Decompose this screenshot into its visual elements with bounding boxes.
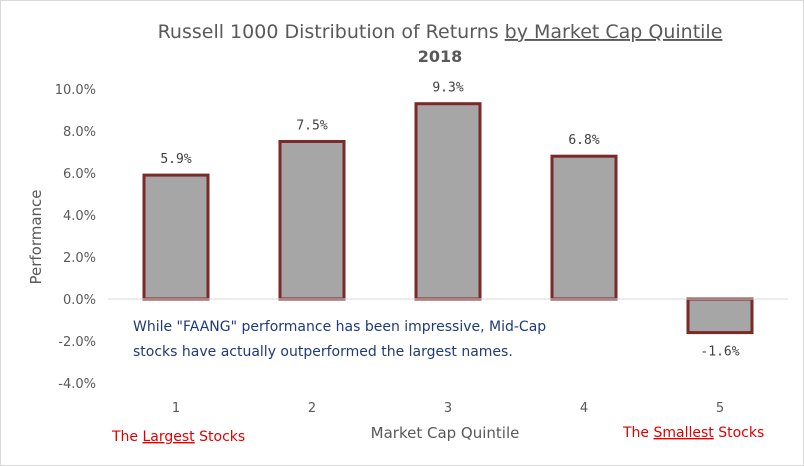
- y-tick-label: 10.0%: [55, 83, 96, 98]
- bar-value-label: 9.3%: [432, 81, 463, 96]
- y-tick-label: 0.0%: [63, 293, 96, 308]
- bar: [414, 102, 482, 301]
- smallest-note-emphasis: Smallest: [654, 425, 715, 441]
- x-axis-title: Market Cap Quintile: [371, 424, 520, 442]
- y-tick-label: 8.0%: [63, 125, 96, 140]
- bar-value-label: -1.6%: [700, 345, 739, 360]
- data-labels: 5.9% 7.5% 9.3% 6.8% -1.6%: [160, 81, 739, 360]
- x-tick-label: 1: [172, 401, 180, 416]
- x-tick-label: 2: [308, 401, 316, 416]
- y-axis-ticks: 10.0% 8.0% 6.0% 4.0% 2.0% 0.0% -2.0% -4.0%: [55, 83, 96, 392]
- largest-note-part: The: [111, 429, 143, 445]
- largest-note-emphasis: Largest: [143, 429, 196, 445]
- bar: [686, 297, 754, 335]
- bar-value-label: 7.5%: [296, 119, 327, 134]
- smallest-note-part: The: [622, 425, 654, 441]
- bar-value-label: 5.9%: [160, 152, 191, 167]
- chart-title: Russell 1000 Distribution of Returns by …: [158, 21, 723, 43]
- bar: [550, 154, 618, 301]
- x-tick-label: 4: [580, 401, 588, 416]
- bar: [278, 140, 346, 301]
- y-tick-label: 2.0%: [63, 251, 96, 266]
- bar-value-label: 6.8%: [568, 133, 599, 148]
- y-tick-label: 6.0%: [63, 167, 96, 182]
- smallest-stocks-note: The Smallest Stocks: [622, 425, 764, 441]
- y-tick-label: -2.0%: [58, 335, 96, 350]
- bar: [142, 173, 210, 301]
- chart-title-part: Russell 1000 Distribution of Returns: [158, 21, 505, 43]
- y-axis-title: Performance: [27, 189, 45, 284]
- x-axis-ticks: 1 2 3 4 5: [172, 401, 724, 416]
- y-tick-label: 4.0%: [63, 209, 96, 224]
- x-tick-label: 3: [444, 401, 452, 416]
- chart-title-underlined-part: by Market Cap Quintile: [505, 21, 723, 43]
- x-tick-label: 5: [716, 401, 724, 416]
- y-tick-label: -4.0%: [58, 377, 96, 392]
- bars: [142, 102, 754, 335]
- annotation-line-2: stocks have actually outperformed the la…: [133, 344, 513, 360]
- largest-note-part: Stocks: [195, 429, 246, 445]
- largest-stocks-note: The Largest Stocks: [111, 429, 245, 445]
- annotation-line-1: While "FAANG" performance has been impre…: [133, 319, 546, 335]
- smallest-note-part: Stocks: [714, 425, 765, 441]
- chart-subtitle: 2018: [418, 47, 463, 66]
